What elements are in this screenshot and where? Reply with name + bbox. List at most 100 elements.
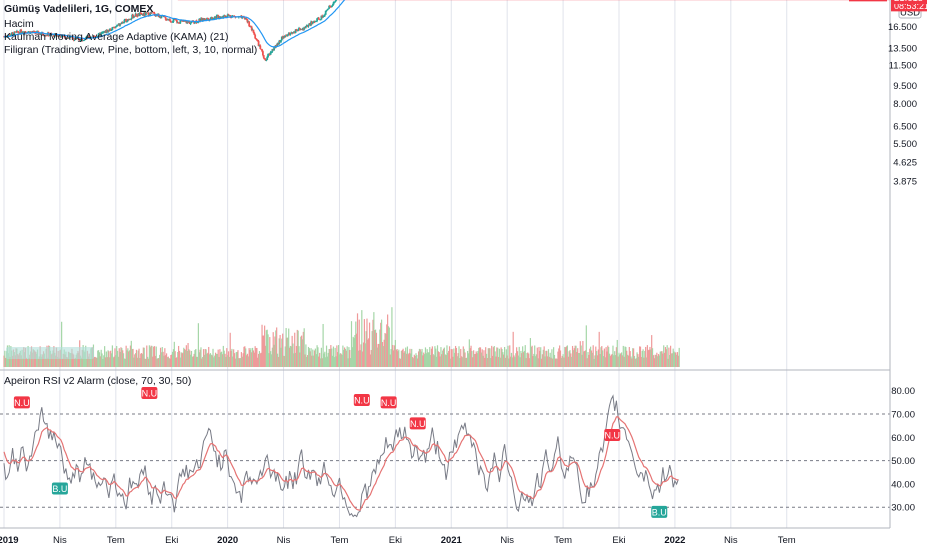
volume-bar bbox=[547, 356, 549, 367]
volume-bar bbox=[637, 354, 639, 367]
watermark-legend[interactable]: Filigran (TradingView, Pine, bottom, lef… bbox=[4, 44, 258, 56]
volume-bar bbox=[158, 358, 160, 367]
volume-bar bbox=[42, 354, 44, 367]
volume-bar bbox=[78, 352, 80, 367]
volume-bar bbox=[243, 346, 245, 367]
volume-bar bbox=[565, 347, 567, 367]
volume-bar bbox=[620, 353, 622, 367]
volume-bar bbox=[216, 353, 218, 367]
candle-body bbox=[163, 16, 166, 18]
volume-bar bbox=[105, 351, 107, 367]
volume-bar bbox=[469, 348, 471, 367]
volume-bar bbox=[392, 344, 394, 367]
volume-bar bbox=[333, 357, 335, 367]
volume-bar bbox=[368, 322, 371, 367]
volume-bar bbox=[269, 337, 271, 367]
volume-bar bbox=[413, 354, 415, 367]
candle-body bbox=[153, 12, 156, 16]
volume-bar bbox=[587, 352, 589, 367]
support-tag bbox=[891, 0, 927, 5]
time-tick-label: Nis bbox=[277, 535, 291, 546]
volume-bar bbox=[604, 357, 606, 367]
volume-bar bbox=[628, 346, 630, 367]
volume-bar bbox=[423, 352, 425, 367]
volume-bar bbox=[664, 347, 667, 367]
rsi-signal-badge bbox=[604, 428, 621, 441]
volume-bar bbox=[226, 348, 228, 367]
volume-bar bbox=[468, 339, 470, 367]
volume-bar bbox=[408, 352, 410, 367]
volume-bar bbox=[66, 356, 68, 367]
volume-bar bbox=[678, 347, 680, 367]
volume-bar bbox=[343, 349, 345, 367]
volume-bar bbox=[430, 354, 432, 367]
volume-bar bbox=[594, 355, 596, 367]
volume-bar bbox=[176, 357, 178, 367]
candle-body bbox=[107, 29, 109, 33]
volume-bar bbox=[553, 347, 555, 367]
volume-bar bbox=[505, 349, 507, 367]
volume-bar bbox=[239, 358, 241, 367]
volume-bar bbox=[411, 348, 413, 367]
volume-bar bbox=[670, 345, 672, 367]
volume-legend[interactable]: Hacim bbox=[4, 18, 34, 30]
volume-bar bbox=[652, 355, 655, 367]
candle-body bbox=[275, 45, 278, 47]
volume-bar bbox=[137, 350, 139, 367]
volume-bar bbox=[426, 349, 428, 367]
volume-bar bbox=[647, 350, 649, 367]
volume-bar bbox=[368, 338, 370, 367]
volume-bar bbox=[503, 354, 505, 367]
volume-bar bbox=[475, 351, 477, 367]
volume-bar bbox=[253, 352, 255, 367]
volume-bar bbox=[560, 357, 562, 367]
price-tick-label: 9.500 bbox=[893, 81, 917, 92]
candle-body bbox=[133, 16, 136, 18]
volume-bar bbox=[117, 356, 119, 367]
volume-bar bbox=[187, 343, 189, 367]
volume-bar bbox=[431, 346, 433, 367]
volume-bar bbox=[492, 347, 495, 367]
volume-bar bbox=[463, 348, 465, 367]
volume-bar bbox=[632, 348, 634, 367]
volume-bar bbox=[231, 348, 233, 367]
volume-bar bbox=[43, 353, 46, 367]
candle-body bbox=[83, 40, 85, 41]
volume-bar bbox=[549, 352, 551, 367]
candle-body bbox=[267, 54, 269, 57]
volume-bar bbox=[121, 348, 123, 367]
volume-bar bbox=[644, 350, 646, 367]
candle-body bbox=[172, 19, 175, 22]
candle-body bbox=[40, 34, 42, 35]
candle-body bbox=[303, 27, 306, 30]
volume-bar bbox=[132, 348, 134, 367]
candle-body bbox=[55, 33, 58, 36]
volume-bar bbox=[292, 343, 294, 367]
volume-bar bbox=[382, 346, 384, 367]
volume-bars bbox=[3, 307, 680, 367]
volume-bar bbox=[629, 351, 631, 367]
volume-bar bbox=[672, 348, 674, 367]
volume-bar bbox=[606, 351, 608, 367]
candle-body bbox=[120, 22, 123, 24]
kama-legend[interactable]: Kaufman Moving Average Adaptive (KAMA) (… bbox=[4, 31, 229, 43]
volume-bar bbox=[562, 354, 564, 367]
candle-body bbox=[160, 16, 163, 19]
volume-bar bbox=[482, 355, 484, 367]
volume-bar bbox=[486, 357, 488, 367]
volume-bar bbox=[178, 350, 181, 367]
candle-body bbox=[129, 19, 132, 21]
symbol-title[interactable]: Gümüş Vadelileri, 1G, COMEX bbox=[4, 3, 154, 15]
volume-bar bbox=[653, 358, 655, 367]
candle-body bbox=[20, 29, 23, 33]
volume-bar bbox=[308, 348, 310, 367]
rsi-legend[interactable]: Apeiron RSI v2 Alarm (close, 70, 30, 50) bbox=[4, 375, 192, 387]
volume-bar bbox=[134, 354, 136, 367]
volume-bar bbox=[481, 349, 483, 367]
volume-bar bbox=[399, 358, 402, 367]
time-tick-label: Tem bbox=[330, 535, 348, 546]
volume-bar bbox=[65, 351, 67, 367]
volume-bar bbox=[504, 357, 507, 367]
